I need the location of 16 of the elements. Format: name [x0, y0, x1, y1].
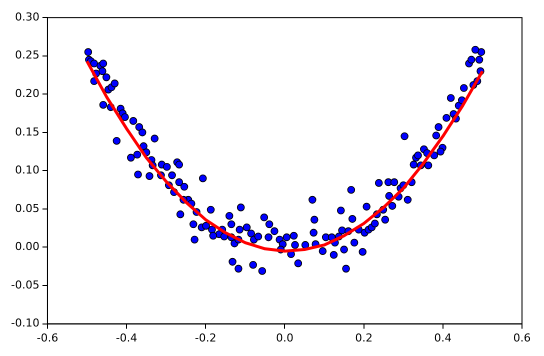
y-tick-label: 0.10 — [14, 164, 40, 177]
x-tick-label: 0.6 — [513, 331, 531, 344]
y-tick-label: 0.20 — [14, 87, 40, 100]
y-tick-label: -0.05 — [10, 278, 40, 292]
y-tick-label: 0.25 — [14, 48, 40, 62]
x-tick-label: -0.6 — [36, 331, 58, 344]
x-tick-label: 0.4 — [434, 331, 452, 344]
x-tick-label: 0.0 — [276, 331, 294, 344]
y-tick-label: 0.30 — [14, 10, 40, 24]
x-tick-label: -0.2 — [194, 331, 216, 344]
y-tick-label: 0.05 — [14, 202, 40, 215]
y-tick-label: 0.15 — [14, 125, 40, 138]
x-tick-label: 0.2 — [355, 331, 373, 344]
y-tick-label: 0.00 — [14, 240, 40, 254]
x-tick-label: -0.4 — [116, 331, 138, 344]
y-tick-label: -0.10 — [10, 316, 40, 330]
